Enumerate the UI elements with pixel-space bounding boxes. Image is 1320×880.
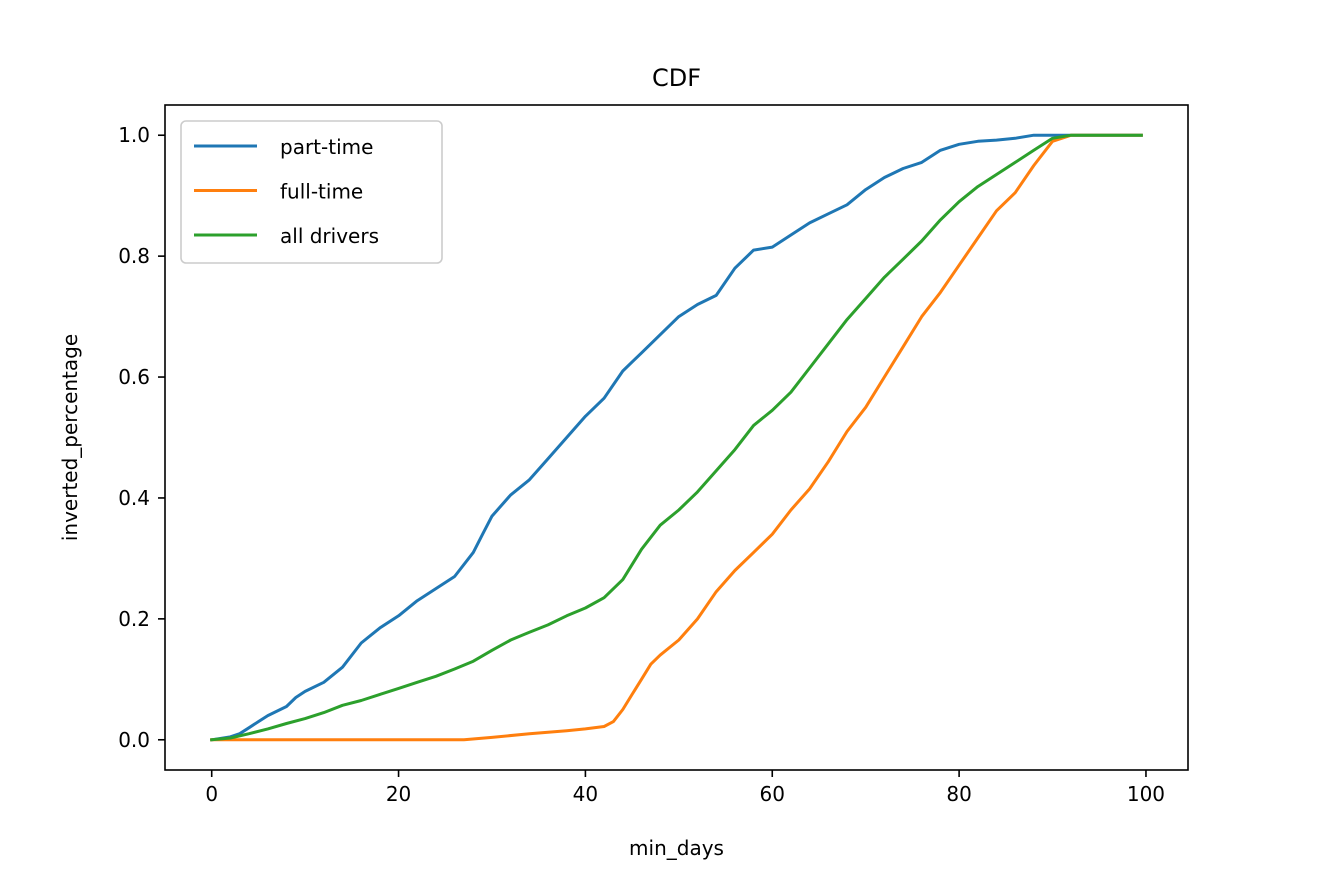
series-lines [209, 133, 1143, 742]
series-line-full-time [210, 133, 1143, 742]
y-axis-label: inverted_percentage [58, 334, 82, 541]
y-tick-label: 1.0 [118, 123, 150, 147]
y-axis-ticks: 0.0 0.2 0.4 0.6 0.8 1.0 [118, 123, 165, 752]
x-tick-label: 60 [760, 782, 785, 806]
x-tick-label: 100 [1127, 782, 1165, 806]
y-tick-label: 0.2 [118, 607, 150, 631]
y-tick-label: 0.4 [118, 486, 150, 510]
x-tick-label: 0 [205, 782, 218, 806]
y-tick-label: 0.6 [118, 365, 150, 389]
legend-label: part-time [280, 135, 373, 159]
x-tick-label: 80 [946, 782, 971, 806]
plot-frame [164, 104, 1189, 771]
legend-label: all drivers [280, 224, 379, 248]
x-axis-label: min_days [629, 836, 724, 860]
legend-box [180, 120, 443, 264]
y-tick-label: 0.0 [118, 728, 150, 752]
x-tick-label: 40 [573, 782, 598, 806]
x-tick-label: 20 [386, 782, 411, 806]
chart-title: CDF [652, 64, 701, 92]
legend: part-time full-time all drivers [180, 120, 443, 264]
x-axis-ticks: 0 20 40 60 80 100 [205, 770, 1165, 806]
legend-label: full-time [280, 180, 363, 204]
series-line-part-time [209, 133, 1143, 742]
y-tick-label: 0.8 [118, 244, 150, 268]
series-line-all-drivers [210, 133, 1143, 742]
